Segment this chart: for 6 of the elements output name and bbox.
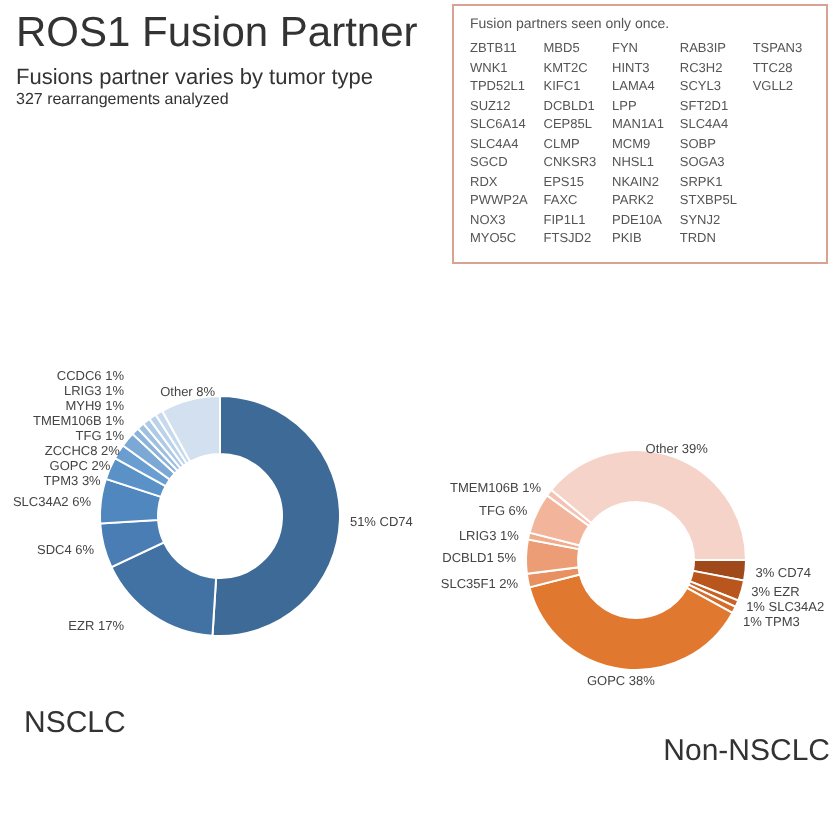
text: ROS1 Fusion Partner: [16, 8, 420, 60]
donut-slice: [528, 573, 734, 671]
text: 327 rearrangements analyzed: [16, 90, 231, 108]
text: Non-NSCLC: [663, 734, 831, 768]
text: Fusions partner varies by tumor type: [16, 66, 376, 90]
text: NSCLC: [24, 706, 127, 740]
